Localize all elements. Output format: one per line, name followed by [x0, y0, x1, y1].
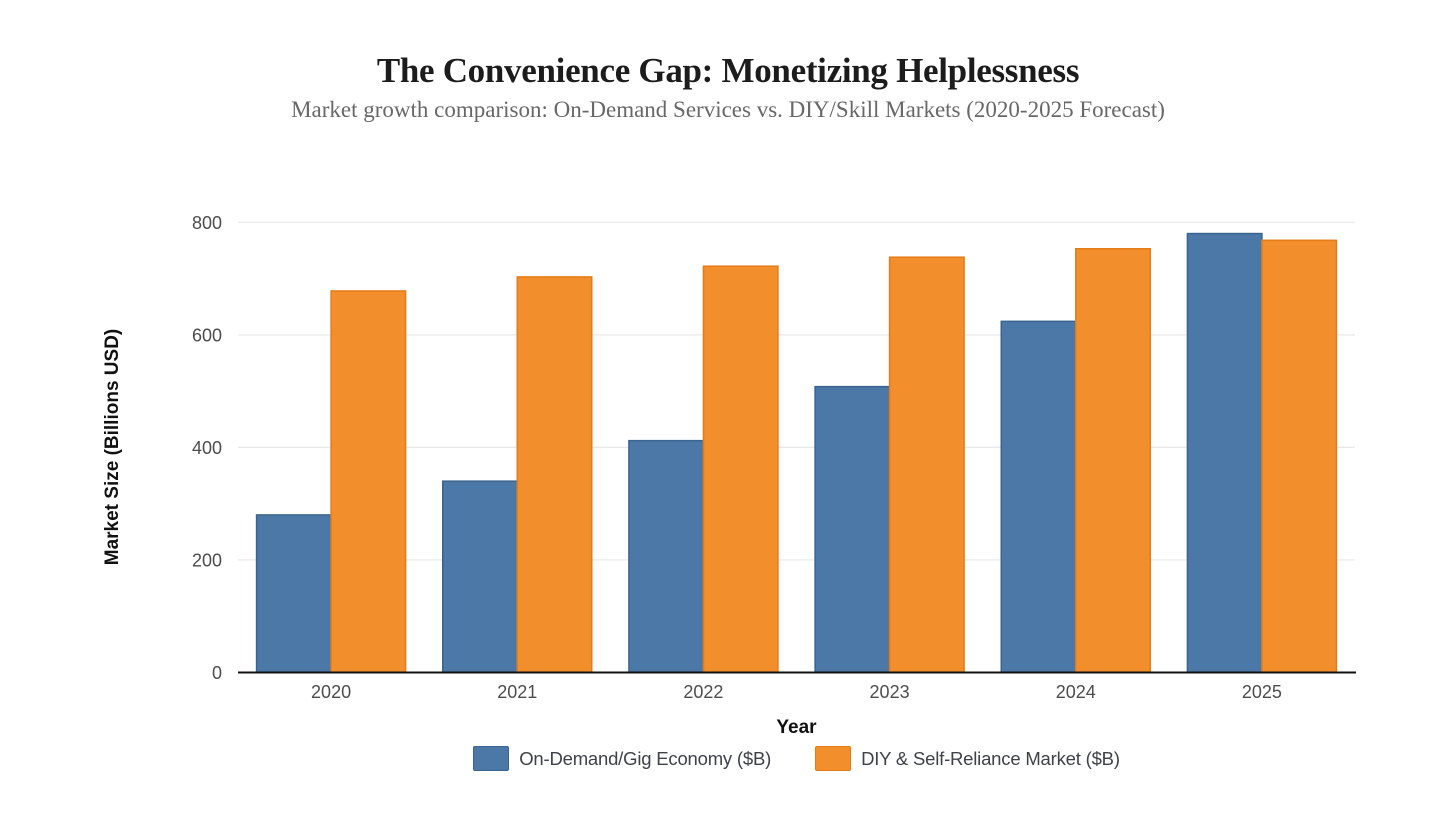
bar-on-demand-2022	[628, 439, 705, 674]
x-tick-label-2020: 2020	[311, 682, 351, 702]
bar-on-demand-2021	[442, 480, 518, 674]
x-tick-label-2025: 2025	[1242, 682, 1282, 702]
y-tick-label-200: 200	[192, 550, 222, 570]
legend-label-diy: DIY & Self-Reliance Market ($B)	[861, 747, 1120, 769]
bar-on-demand-2023	[814, 385, 891, 674]
x-tick-label-2023: 2023	[870, 682, 910, 702]
legend-label-on-demand: On-Demand/Gig Economy ($B)	[519, 747, 772, 769]
bar-diy-self-2020	[330, 290, 407, 674]
bar-diy-self-2024	[1075, 247, 1151, 674]
bar-on-demand-2020	[255, 514, 332, 674]
x-tick-label-2021: 2021	[497, 682, 537, 702]
x-tick-label-2022: 2022	[683, 682, 723, 702]
y-tick-label-0: 0	[212, 663, 222, 683]
bar-on-demand-2024	[1000, 320, 1077, 674]
y-tick-label-600: 600	[192, 325, 222, 345]
bar-diy-self-2021	[516, 276, 593, 674]
bar-diy-self-2023	[888, 256, 965, 674]
legend-swatch-diy-icon	[815, 746, 852, 771]
legend-item-diy: DIY & Self-Reliance Market ($B)	[815, 746, 1120, 771]
bar-on-demand-2025	[1186, 232, 1263, 674]
x-axis-title: Year	[776, 717, 817, 738]
legend-item-on-demand: On-Demand/Gig Economy ($B)	[473, 746, 771, 771]
y-tick-label-400: 400	[192, 438, 222, 458]
chart-title: The Convenience Gap: Monetizing Helpless…	[376, 51, 1080, 90]
y-tick-label-800: 800	[192, 213, 222, 233]
chart-legend: On-Demand/Gig Economy ($B) DIY & Self-Re…	[238, 746, 1355, 771]
bar-diy-self-2025	[1261, 239, 1338, 674]
x-tick-label-2024: 2024	[1056, 682, 1096, 702]
bar-diy-self-2022	[702, 265, 779, 674]
chart-subtitle: Market growth comparison: On-Demand Serv…	[291, 97, 1165, 122]
legend-swatch-on-demand-icon	[473, 746, 510, 771]
